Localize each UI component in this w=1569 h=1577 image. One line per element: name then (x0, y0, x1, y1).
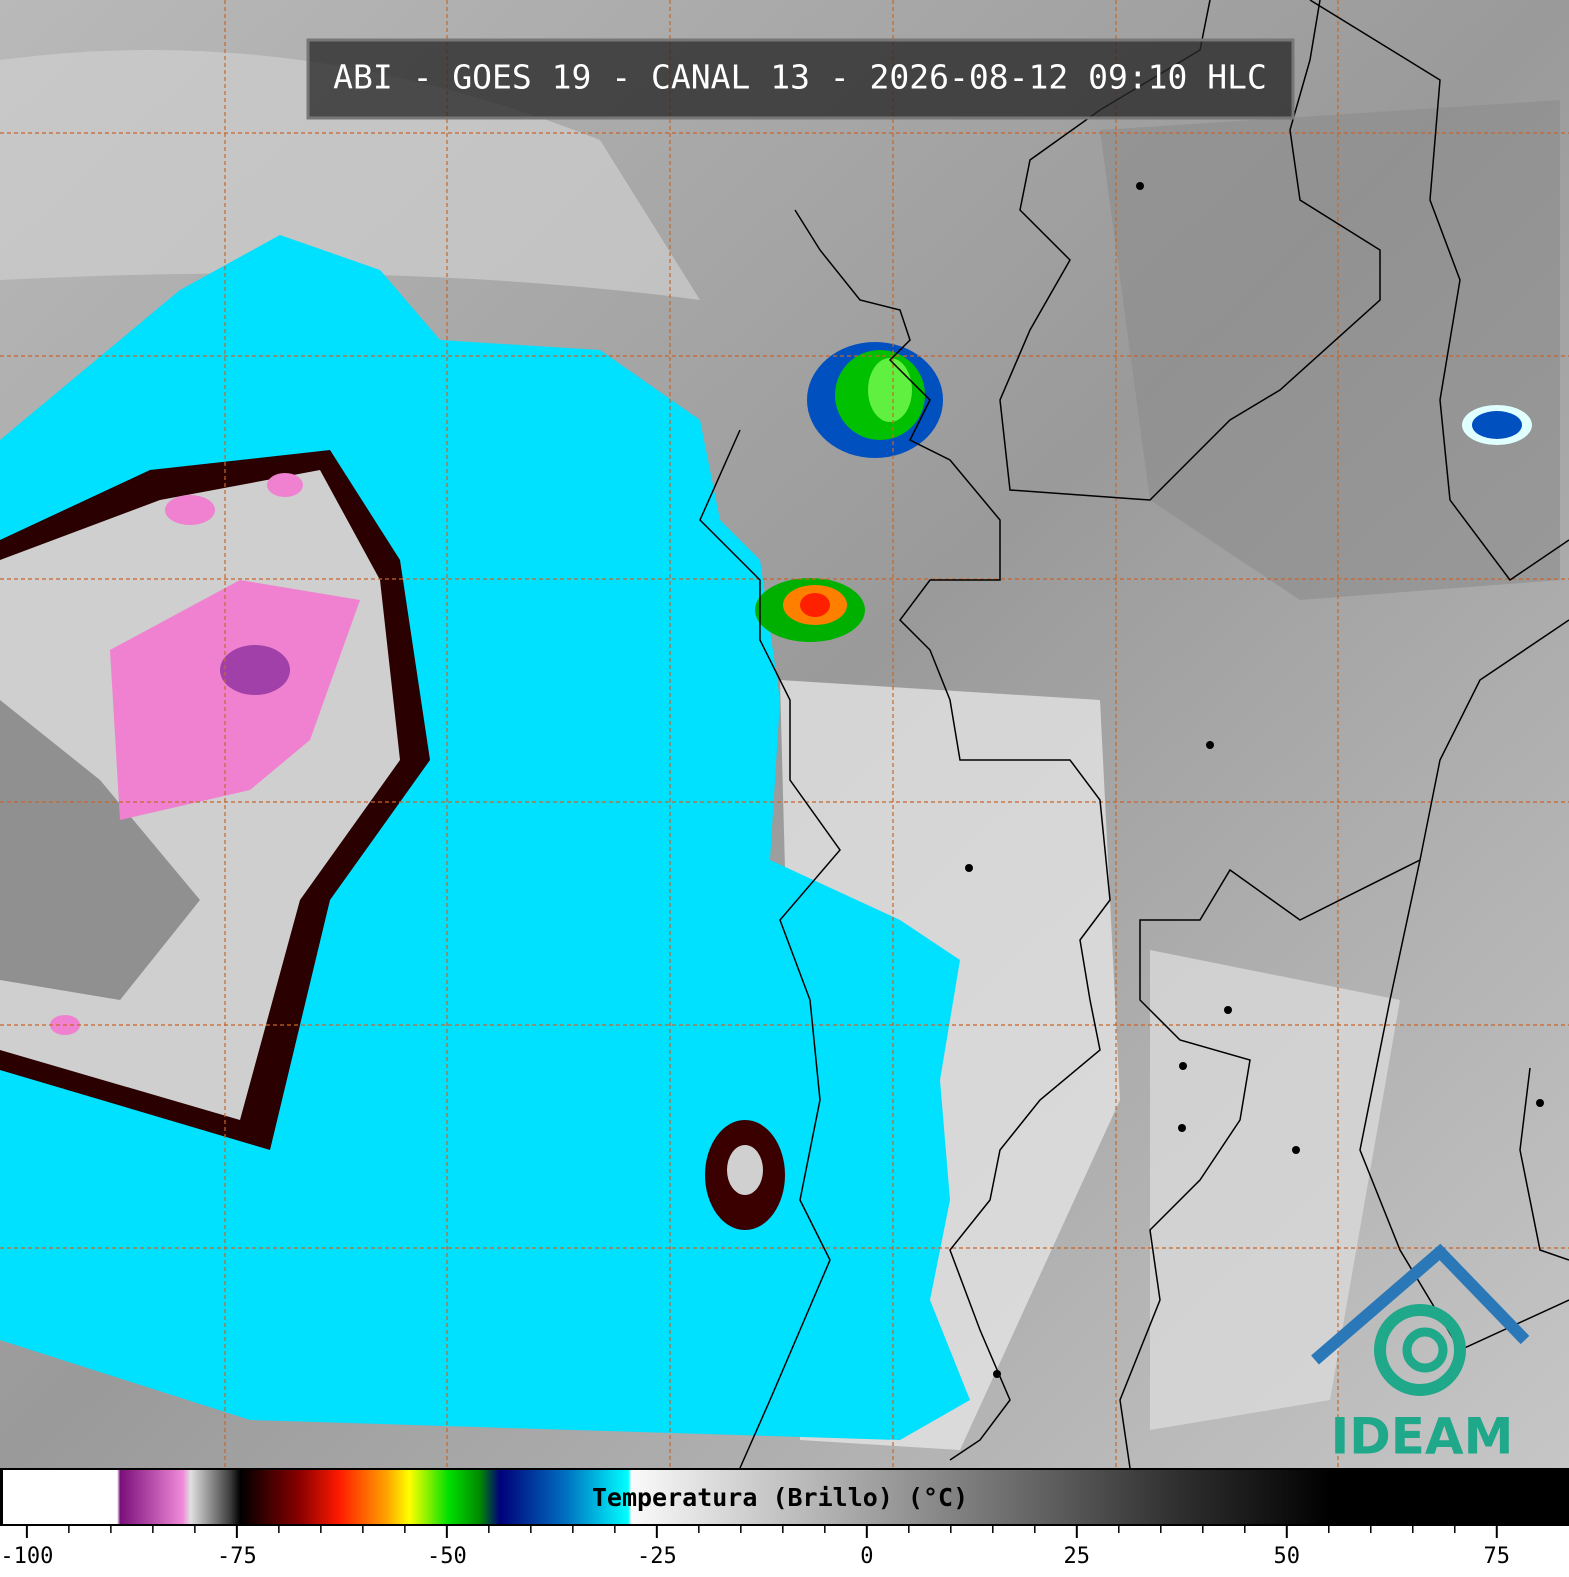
tick-label: 50 (1274, 1544, 1301, 1569)
colorbar-label: Temperatura (Brillo) (°C) (592, 1483, 968, 1512)
logo: IDEAM (1311, 1243, 1530, 1466)
title: ABI - GOES 19 - CANAL 13 - 2026-08-12 09… (333, 58, 1267, 97)
tick-label: 0 (860, 1544, 873, 1569)
satellite-image (0, 0, 1569, 1469)
tick-label: -25 (637, 1544, 677, 1569)
logo-text: IDEAM (1331, 1408, 1514, 1466)
title-box: ABI - GOES 19 - CANAL 13 - 2026-08-12 09… (306, 38, 1295, 120)
tick-label: -100 (0, 1544, 53, 1569)
tick-label: -50 (427, 1544, 467, 1569)
tick-label: 75 (1484, 1544, 1511, 1569)
tick-label: -75 (217, 1544, 257, 1569)
colorbar: Temperatura (Brillo) (°C) (0, 1468, 1569, 1526)
tick-label: 25 (1064, 1544, 1091, 1569)
